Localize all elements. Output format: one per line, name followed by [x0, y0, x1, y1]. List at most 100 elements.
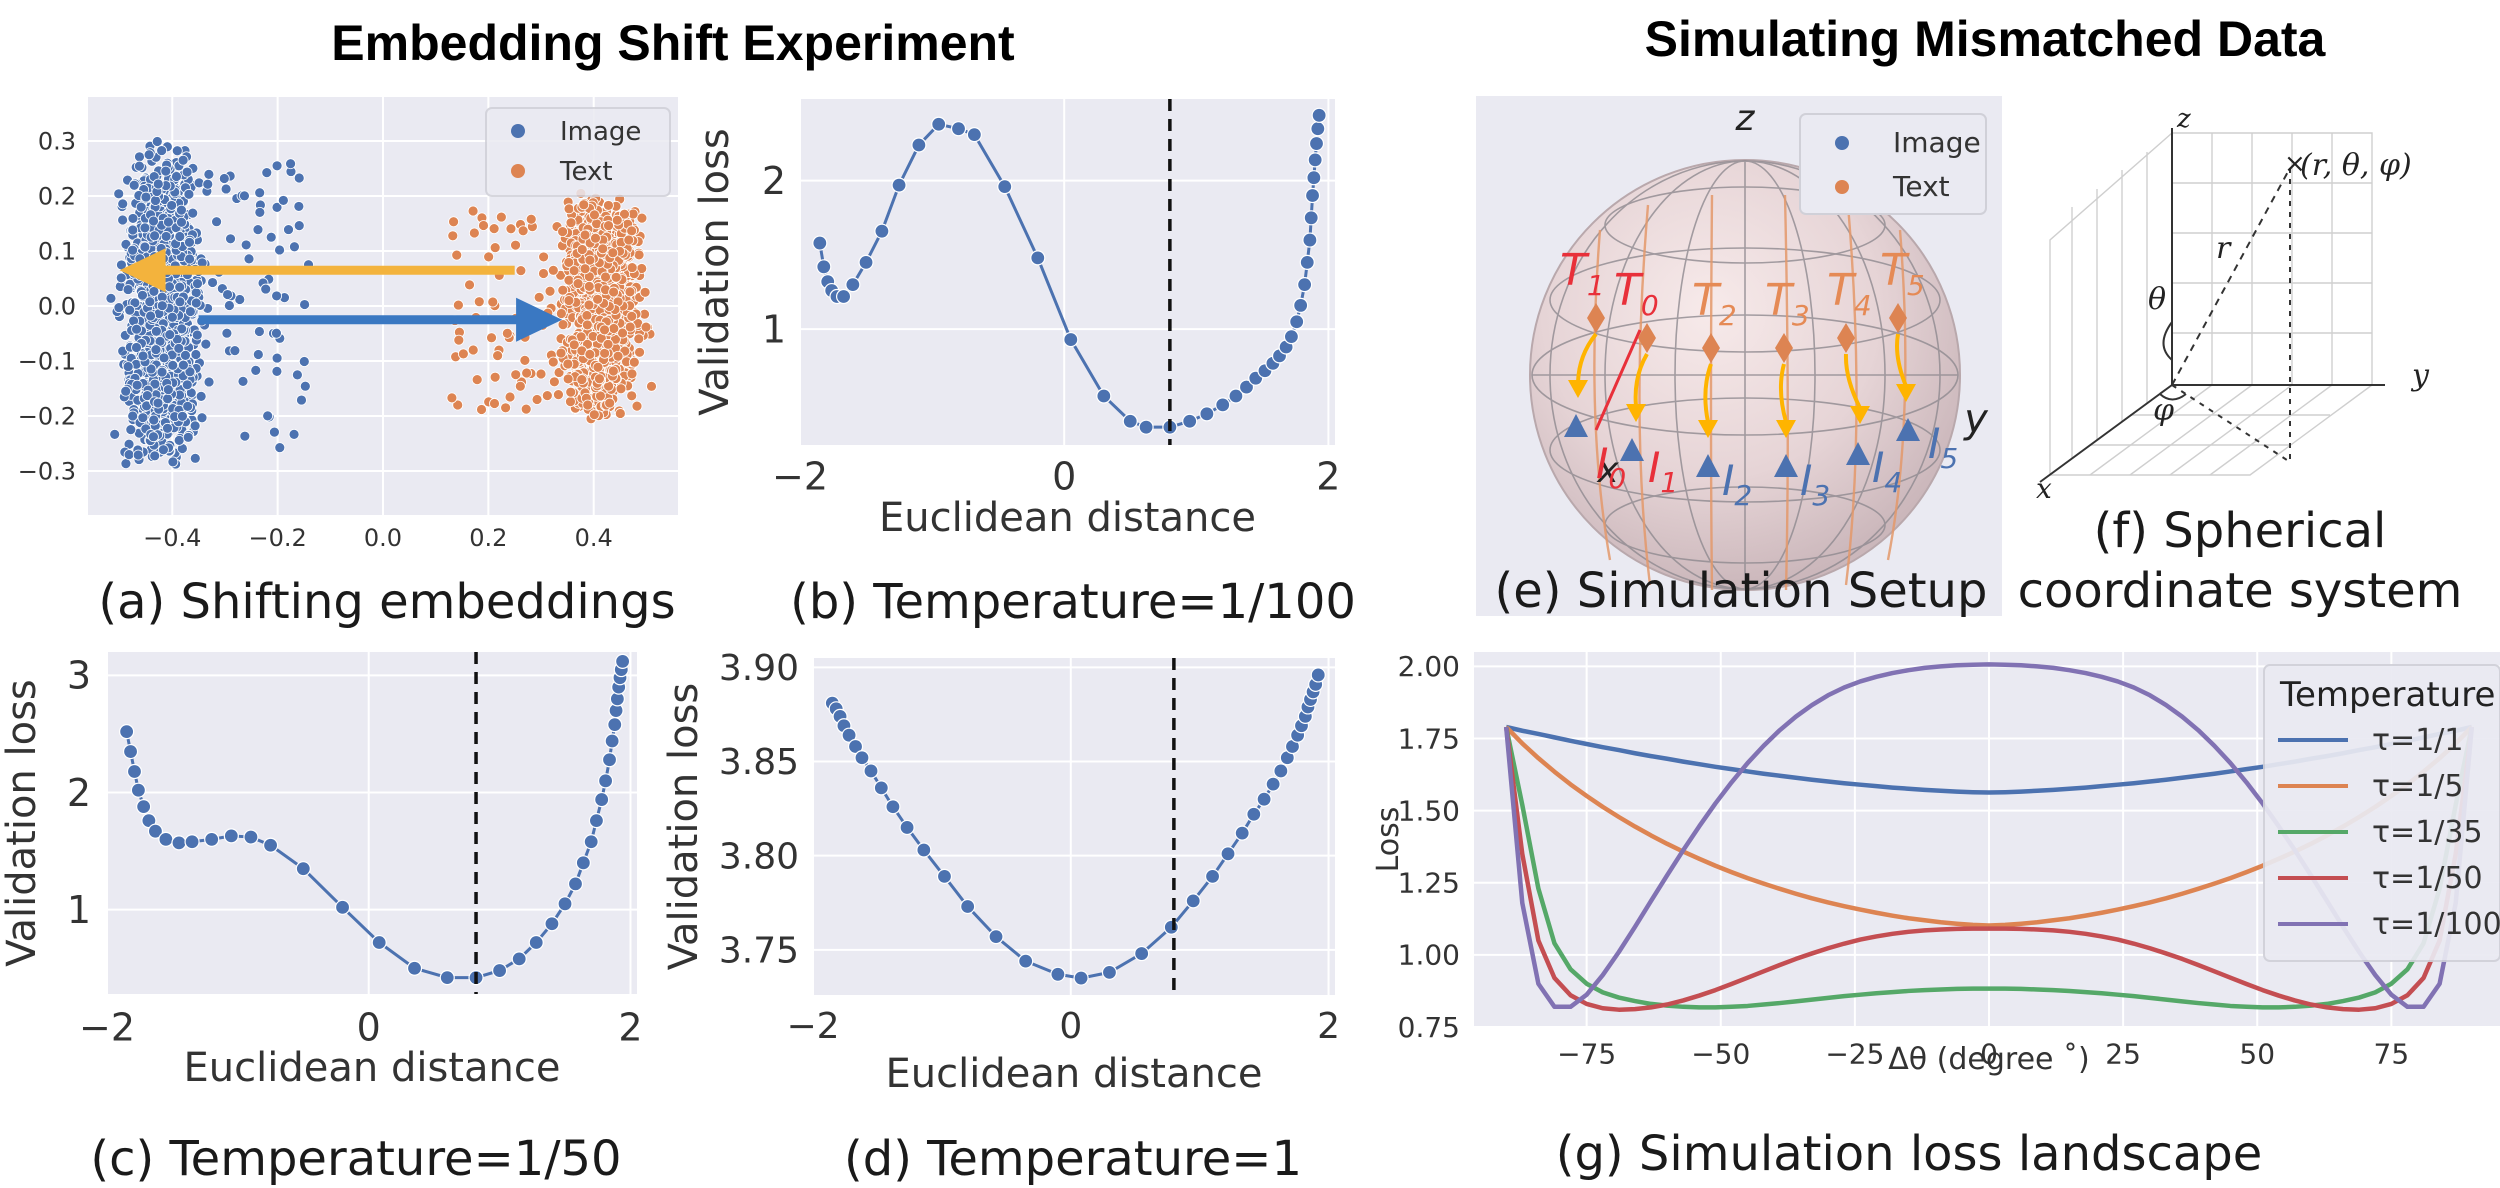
- point-image: [129, 297, 141, 309]
- point-image: [296, 394, 307, 406]
- point-image: [166, 311, 178, 323]
- point-text: [547, 356, 559, 368]
- data-point: [812, 235, 828, 251]
- y-axis-label: Loss: [1371, 807, 1406, 873]
- data-point: [1215, 397, 1231, 413]
- point-image: [113, 188, 125, 200]
- x-tick-label: 0: [1980, 1037, 1998, 1070]
- point-image: [171, 145, 183, 157]
- panel-c-caption: (c) Temperature=1/50: [90, 1131, 621, 1187]
- right-title: Simulating Mismatched Data: [1645, 11, 2327, 67]
- point-image: [127, 213, 139, 224]
- point-text: [614, 408, 626, 419]
- point-text: [562, 358, 574, 370]
- point-image: [243, 253, 255, 265]
- x-tick-label: 2: [1317, 1006, 1340, 1047]
- point-image: [239, 430, 251, 442]
- x-tick-label: −2: [786, 1006, 839, 1047]
- point-text: [533, 291, 545, 303]
- point-image: [117, 198, 129, 210]
- point-text: [495, 211, 507, 223]
- point-text: [562, 373, 574, 385]
- point-text: [515, 265, 527, 277]
- data-point: [1138, 419, 1154, 435]
- point-text: [584, 348, 596, 360]
- data-point: [594, 791, 610, 808]
- point-text: [565, 396, 576, 408]
- point-text: [453, 334, 465, 346]
- point-image: [105, 292, 117, 304]
- y-tick-label: −0.1: [18, 347, 76, 375]
- point-text: [557, 226, 569, 238]
- yellow-arrowhead: [1850, 406, 1870, 424]
- data-point: [1304, 187, 1321, 204]
- x-tick-label: 25: [2105, 1037, 2141, 1070]
- data-point: [1101, 964, 1118, 981]
- point-text: [489, 398, 500, 409]
- point-image: [293, 220, 305, 232]
- text-label-sub: 4: [1854, 289, 1872, 322]
- point-image: [131, 342, 142, 353]
- point-image: [240, 239, 252, 251]
- point-image: [139, 222, 151, 234]
- coord-theta-label: θ: [2148, 282, 2166, 317]
- data-point: [1308, 135, 1325, 152]
- point-image: [203, 168, 215, 180]
- point-text: [563, 295, 575, 306]
- point-text: [603, 200, 614, 211]
- point-image: [160, 231, 172, 242]
- text-label-2: T2: [1692, 275, 1737, 332]
- point-image: [293, 201, 305, 212]
- left-title: Embedding Shift Experiment: [331, 15, 1015, 71]
- data-point: [544, 916, 560, 932]
- point-image: [283, 224, 294, 235]
- y-axis-label: Validation loss: [692, 128, 738, 416]
- mismatch-line: [1594, 329, 1642, 431]
- point-image: [134, 160, 145, 172]
- point-text: [467, 205, 479, 217]
- x-tick-label: −0.2: [249, 524, 307, 552]
- coordinate-grid: [2049, 132, 2373, 477]
- point-image: [254, 187, 266, 199]
- panel-f-caption-line2: coordinate system: [2018, 563, 2463, 619]
- point-text: [633, 333, 645, 345]
- x-tick-label: −0.4: [143, 524, 201, 552]
- point-text: [581, 310, 593, 321]
- point-image: [122, 361, 134, 373]
- data-point: [1182, 413, 1198, 429]
- data-point: [997, 179, 1013, 195]
- point-text: [531, 394, 543, 405]
- point-image: [122, 284, 134, 295]
- point-image: [143, 149, 155, 161]
- point-image: [291, 369, 303, 381]
- sphere-legend-text-label: Text: [1892, 170, 1950, 203]
- point-text: [607, 365, 619, 377]
- point-image: [149, 378, 161, 390]
- point-image: [176, 216, 187, 228]
- point-image: [271, 290, 283, 302]
- point-image: [207, 277, 218, 288]
- point-text: [553, 389, 564, 401]
- point-image: [156, 145, 168, 156]
- data-point: [1073, 970, 1089, 986]
- data-point: [891, 177, 907, 193]
- text-diamond: [1702, 333, 1720, 363]
- point-text: [468, 227, 480, 239]
- point-image: [149, 450, 161, 462]
- point-text: [578, 199, 590, 211]
- point-image: [237, 375, 249, 387]
- yellow-arrowhead: [1568, 380, 1588, 398]
- point-image: [274, 442, 286, 454]
- point-image: [167, 359, 179, 371]
- point-image: [139, 241, 151, 253]
- point-image: [128, 179, 140, 191]
- point-text: [581, 319, 593, 331]
- point-text: [617, 327, 628, 339]
- point-image: [189, 452, 201, 464]
- point-text: [631, 400, 643, 412]
- point-text: [483, 251, 495, 263]
- point-text: [583, 299, 595, 311]
- point-image: [162, 384, 174, 396]
- point-image: [125, 424, 137, 436]
